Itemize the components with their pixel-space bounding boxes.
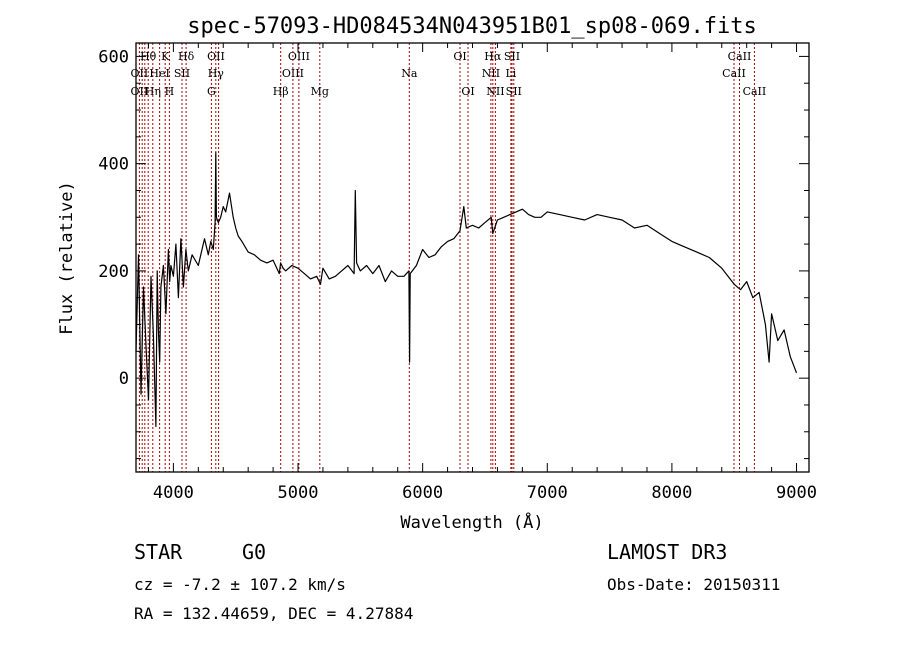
axis-ticks: 4000 5000 6000 7000 8000 9000 0 200 400 600 xyxy=(98,43,817,503)
line-label-nii: NII xyxy=(482,67,500,80)
y-axis-label: Flux (relative) xyxy=(57,181,77,335)
line-label-oii: OII xyxy=(131,85,149,98)
line-label-mg: Mg xyxy=(311,85,329,98)
y-tick-label: 0 xyxy=(119,369,129,389)
x-tick-label: 9000 xyxy=(776,483,817,503)
line-label-g: G xyxy=(207,85,216,98)
y-tick-label: 200 xyxy=(98,262,129,282)
line-label-k: K xyxy=(161,50,170,63)
line-label-sii: SII xyxy=(174,67,190,80)
redshift-text: cz = -7.2 ± 107.2 km/s xyxy=(134,575,346,594)
series-layer xyxy=(135,152,798,427)
survey-name: LAMOST DR3 xyxy=(607,540,728,564)
line-label-caii: CaII xyxy=(743,85,767,98)
line-label-sii: SII xyxy=(504,50,520,63)
y-tick-label: 400 xyxy=(98,155,129,175)
line-label-hγ: Hγ xyxy=(208,67,225,80)
line-label-hη: Hη xyxy=(145,85,161,98)
series-spectrum-line xyxy=(135,152,798,427)
line-label-oiii: OIII xyxy=(288,50,310,63)
x-tick-label: 5000 xyxy=(278,483,319,503)
y-tick-label: 600 xyxy=(98,47,129,67)
line-label-nii: NII xyxy=(486,85,504,98)
line-label-caii: CaII xyxy=(728,50,752,63)
marker-lines xyxy=(138,43,755,472)
line-label-oii: OII xyxy=(207,50,225,63)
line-label-oiii: OIII xyxy=(282,67,304,80)
coordinates-text: RA = 132.44659, DEC = 4.27884 xyxy=(134,604,414,623)
object-class: STAR xyxy=(134,540,183,564)
line-label-li: Li xyxy=(505,67,516,80)
line-label-oi: OI xyxy=(461,85,474,98)
obs-date: Obs-Date: 20150311 xyxy=(607,575,781,594)
x-tick-label: 8000 xyxy=(651,483,692,503)
x-tick-label: 7000 xyxy=(527,483,568,503)
object-subclass: G0 xyxy=(242,540,267,564)
line-label-caii: CaII xyxy=(722,67,746,80)
line-label-hβ: Hβ xyxy=(273,85,289,98)
x-tick-label: 6000 xyxy=(402,483,443,503)
line-label-oii: OII xyxy=(131,67,149,80)
line-label-hθ: Hθ xyxy=(140,50,157,63)
line-label-sii: SII xyxy=(506,85,522,98)
line-label-na: Na xyxy=(401,67,418,80)
line-label-oi: OI xyxy=(453,50,466,63)
line-label-hδ: Hδ xyxy=(178,50,195,63)
line-label-hei: HeI xyxy=(149,67,169,80)
line-label-h: H xyxy=(165,85,175,98)
x-axis-label: Wavelength (Å) xyxy=(400,511,543,533)
chart-title: spec-57093-HD084534N043951B01_sp08-069.f… xyxy=(187,14,757,39)
line-label-hα: Hα xyxy=(484,50,502,63)
x-tick-label: 4000 xyxy=(153,483,194,503)
